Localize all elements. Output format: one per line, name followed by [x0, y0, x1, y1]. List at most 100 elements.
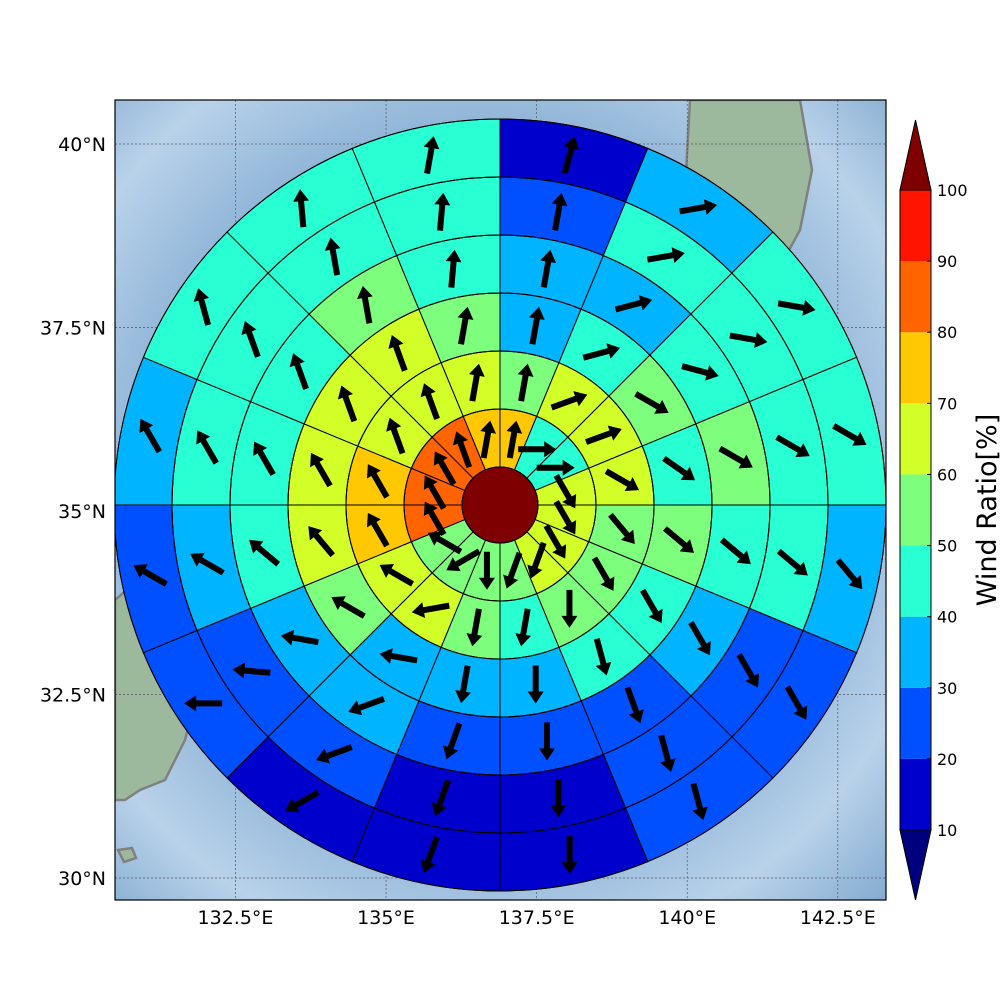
wind-arrow: [241, 321, 261, 358]
wind-arrow: [253, 441, 276, 476]
colorbar-segment: [900, 687, 931, 759]
wind-arrow: [784, 685, 808, 720]
ring-outline: [403, 408, 597, 602]
wind-arrow: [646, 247, 685, 264]
wind-arrow: [133, 564, 168, 587]
wind-arrow: [640, 588, 663, 624]
wind-arrow: [289, 353, 309, 390]
wind-arrow: [431, 779, 451, 817]
wind-arrow: [736, 653, 760, 688]
wind-arrow: [585, 425, 622, 445]
wind-arrow: [366, 464, 390, 499]
colorbar-under-arrow: [899, 829, 932, 901]
wind-arrow: [468, 363, 485, 402]
wind-arrow: [348, 696, 385, 716]
wind-arrow: [832, 423, 867, 446]
colorbar-tick-label: 70: [937, 394, 957, 413]
colorbar-segment: [900, 403, 931, 475]
wind-arrow: [443, 722, 463, 760]
wind-arrow: [379, 564, 415, 587]
wind-arrow: [466, 608, 483, 647]
lat-tick-label: 35°N: [58, 501, 106, 523]
lon-tick-label: 137.5°E: [499, 907, 575, 929]
wind-arrow: [539, 722, 556, 761]
wind-arrow: [729, 332, 768, 348]
wind-arrow: [681, 363, 719, 381]
wind-arrow: [357, 285, 373, 324]
lat-tick-label: 37.5°N: [40, 318, 106, 340]
wind-arrow: [614, 295, 653, 313]
colorbar-segment: [900, 474, 931, 546]
wind-arrow: [423, 475, 447, 510]
wind-arrow: [543, 524, 567, 559]
wind-arrow: [434, 192, 451, 231]
wind-arrow: [310, 452, 333, 488]
colorbar-tick-label: 20: [937, 750, 957, 769]
wind-arrow: [718, 445, 753, 469]
wind-arrow: [193, 288, 211, 326]
wind-arrow: [551, 193, 568, 231]
wind-arrow: [663, 526, 695, 553]
wind-arrow: [593, 638, 612, 676]
wind-arrow: [420, 383, 440, 420]
longitude-tick-labels: 132.5°E 135°E 137.5°E 140°E 142.5°E: [198, 907, 876, 929]
wind-arrow: [366, 512, 390, 548]
wind-arrow: [324, 237, 341, 276]
colorbar-tick-label: 10: [937, 821, 957, 840]
colorbar-segment: [900, 758, 931, 830]
wind-arrow: [452, 431, 473, 469]
wind-arrow: [688, 620, 711, 656]
wind-arrow: [624, 686, 644, 724]
wind-arrow: [379, 648, 418, 664]
wind-arrow: [388, 334, 408, 372]
wind-arrow: [457, 306, 474, 345]
wind-arrow: [478, 551, 495, 590]
colorbar-frame: [899, 189, 932, 831]
wind-arrow: [582, 343, 621, 361]
wind-arrow: [536, 459, 575, 476]
wind-arrow: [139, 418, 162, 454]
wind-arrow: [608, 512, 635, 544]
wind-arrow: [308, 526, 336, 558]
lon-tick-label: 132.5°E: [198, 907, 274, 929]
wind-ratio-cells: [115, 118, 886, 892]
wind-arrow: [518, 441, 557, 458]
colorbar-segment: [900, 332, 931, 404]
wind-arrow: [604, 468, 640, 492]
ring-outline: [345, 350, 655, 660]
wind-arrow: [184, 695, 223, 712]
wind-arrow: [503, 551, 523, 589]
wind-arrow: [280, 629, 319, 646]
colorbar-tick-label: 50: [937, 537, 957, 556]
colorbar-tick-label: 30: [937, 679, 957, 698]
wind-arrow: [433, 451, 457, 486]
ring-outline: [287, 292, 713, 718]
wind-arrow: [285, 789, 320, 813]
wind-arrow: [232, 662, 271, 679]
lat-tick-label: 32.5°N: [40, 684, 106, 706]
wind-arrow: [455, 665, 471, 704]
colorbar-tick-label: 60: [937, 465, 957, 484]
wind-arrow: [411, 602, 450, 619]
wind-arrow: [550, 779, 567, 818]
colorbar-segment: [900, 261, 931, 333]
colorbar: 10 20 30 40 50 60 70 80 90 100 Wind Ratio[%]: [899, 119, 1000, 901]
wind-arrow: [420, 836, 440, 873]
wind-arrow: [529, 306, 545, 345]
colorbar-title: Wind Ratio[%]: [972, 414, 1000, 606]
wind-arrow: [446, 548, 481, 572]
colorbar-tick-label: 100: [937, 181, 968, 200]
wind-arrow: [553, 473, 577, 509]
wind-arrow: [427, 531, 463, 555]
wind-arrow: [775, 434, 810, 458]
wind-arrow: [777, 299, 816, 316]
wind-arrow: [517, 363, 534, 402]
wind-arrow: [662, 455, 696, 481]
colorbar-tick-label: 80: [937, 323, 957, 342]
land-tanegashima: [116, 846, 138, 864]
colorbar-segment: [900, 545, 931, 617]
wind-arrow: [480, 420, 497, 459]
wind-arrow: [561, 836, 578, 875]
wind-arrow: [527, 665, 544, 704]
